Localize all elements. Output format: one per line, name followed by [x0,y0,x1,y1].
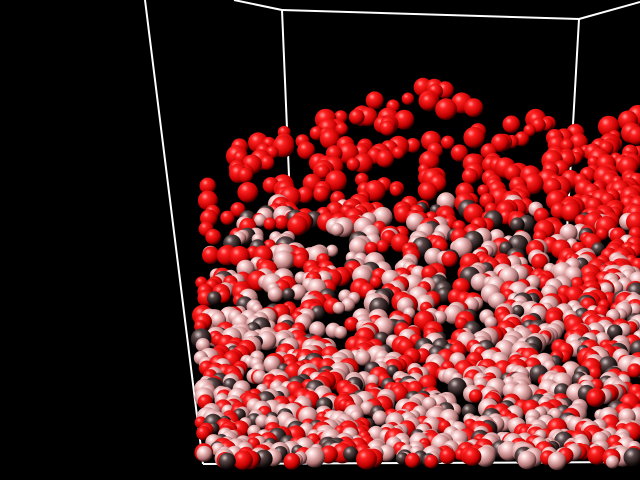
red-particle [335,122,348,136]
red-particle [220,210,235,225]
red-particle [202,246,220,265]
pink-particle [605,455,620,469]
dark-particle [207,291,222,306]
red-particle [461,168,479,185]
red-particle [364,241,378,255]
dark-particle [623,447,640,467]
red-particle [627,126,640,145]
red-particle [274,215,289,230]
pink-particle [517,450,537,470]
box-edge-back-top [281,9,580,20]
pink-particle [334,326,348,339]
red-particle [463,126,485,149]
red-particle [463,447,482,466]
red-particle [237,167,254,183]
red-particle [401,92,415,105]
red-particle [196,425,211,441]
red-particle [435,98,457,121]
red-particle [313,185,330,202]
red-particle [199,177,216,194]
pink-particle [355,350,371,366]
red-particle [259,155,275,171]
red-particle [502,115,521,134]
red-particle [319,129,340,150]
red-particle [390,184,403,197]
red-particle [586,389,604,407]
red-particle [424,454,439,469]
red-particle [365,91,384,110]
box-edge-back-left [281,9,291,201]
red-particle [440,135,455,150]
dark-particle [281,287,295,301]
red-particle [405,138,421,153]
red-particle [356,448,377,470]
red-particle [263,217,277,231]
pink-particle [309,321,326,338]
dark-particle [509,217,525,233]
pink-particle [256,331,277,351]
pink-particle [196,445,213,462]
red-particle [439,447,456,465]
red-particle [468,389,483,403]
pink-particle [372,410,388,426]
particle-cloud [190,77,640,471]
pink-particle [304,446,325,468]
box-edge-left [144,0,204,465]
red-particle [205,229,222,245]
red-particle [287,215,308,236]
red-particle [441,250,458,268]
red-particle [394,109,415,130]
pink-particle [484,316,498,330]
red-particle [420,93,438,111]
red-particle [233,450,253,470]
red-particle [450,144,468,162]
pink-particle [330,223,344,237]
red-particle [464,98,484,118]
red-particle [297,141,316,160]
red-particle [379,120,396,136]
red-particle [369,275,383,289]
red-particle [283,453,301,470]
box-edge-top-right [578,1,640,20]
red-particle [315,164,330,179]
red-particle [560,138,574,153]
dark-particle [447,377,467,397]
box-edge-top-left [233,0,283,11]
pink-particle [253,214,267,227]
red-particle [392,146,405,160]
pink-particle [547,451,567,471]
red-particle [348,109,365,125]
red-particle [237,181,259,203]
pink-particle [474,446,496,467]
dark-particle [511,304,525,318]
red-particle [627,363,640,378]
pink-particle [273,250,294,271]
red-particle [376,149,394,168]
pink-particle [267,286,283,303]
red-particle [358,107,378,127]
red-particle [404,452,421,468]
red-particle [296,186,314,204]
red-particle [561,202,581,222]
red-particle [531,253,548,271]
dark-particle [343,446,359,462]
red-particle [418,182,438,201]
red-particle [587,445,607,465]
dark-particle [218,452,236,470]
red-particle [344,316,360,332]
pink-particle [325,244,339,257]
pink-particle [332,301,346,315]
red-particle [376,239,390,253]
red-particle [346,157,360,172]
